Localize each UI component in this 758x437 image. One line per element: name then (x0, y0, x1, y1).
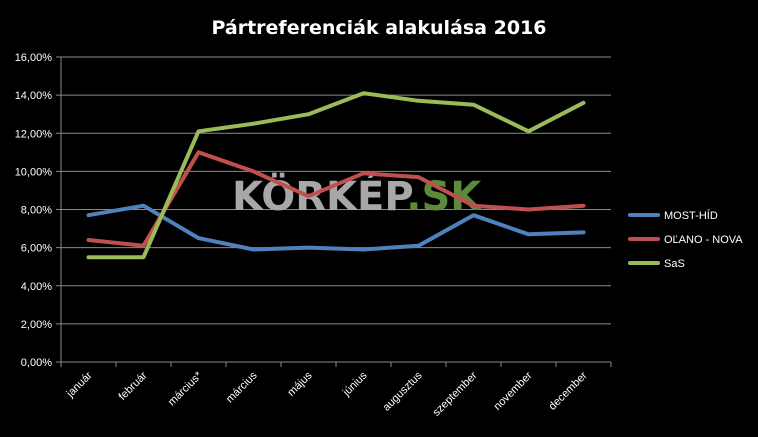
x-tick-label: november (492, 369, 535, 412)
watermark-part2: .SK (406, 174, 483, 220)
y-tick-label: 16,00% (15, 52, 53, 64)
legend-label-1: OĽANO - NOVA (664, 234, 743, 246)
watermark-part1: KÖRKÉP (232, 172, 412, 220)
y-tick-label: 0,00% (21, 357, 52, 369)
series-lines (86, 91, 586, 260)
x-tick-label: június (340, 369, 370, 399)
chart-title: Pártreferenciák alakulása 2016 (211, 17, 546, 39)
y-tick-label: 4,00% (21, 281, 52, 293)
y-tick-label: 8,00% (21, 205, 52, 217)
axes (56, 56, 612, 367)
y-tick-label: 10,00% (15, 166, 53, 178)
y-tick-label: 14,00% (15, 90, 53, 102)
series-line-0 (86, 203, 586, 252)
x-tick-label: március* (166, 369, 205, 408)
x-tick-label: május (285, 369, 315, 399)
y-tick-label: 6,00% (21, 243, 52, 255)
x-tick-labels: január február március* március május június a… (64, 369, 590, 419)
series-line-2 (86, 91, 586, 260)
legend: MOST-HÍD OĽANO - NOVA SaS (628, 209, 743, 270)
legend-label-2: SaS (664, 258, 685, 270)
watermark: KÖRKÉP.SK (232, 172, 483, 220)
x-tick-label: december (547, 369, 590, 412)
x-tick-label: augusztus (381, 369, 425, 413)
y-tick-label: 2,00% (21, 319, 52, 331)
x-tick-label: február (116, 369, 149, 402)
x-tick-label: január (64, 369, 95, 400)
svg-text:KÖRKÉP.SK: KÖRKÉP.SK (232, 172, 483, 220)
x-tick-label: március (224, 369, 260, 405)
legend-label-0: MOST-HÍD (664, 209, 718, 222)
y-tick-label: 12,00% (15, 128, 53, 140)
x-tick-label: szeptember (430, 369, 479, 418)
y-tick-labels: 0,00% 2,00% 4,00% 6,00% 8,00% 10,00% 12,00% 14,… (15, 52, 53, 369)
